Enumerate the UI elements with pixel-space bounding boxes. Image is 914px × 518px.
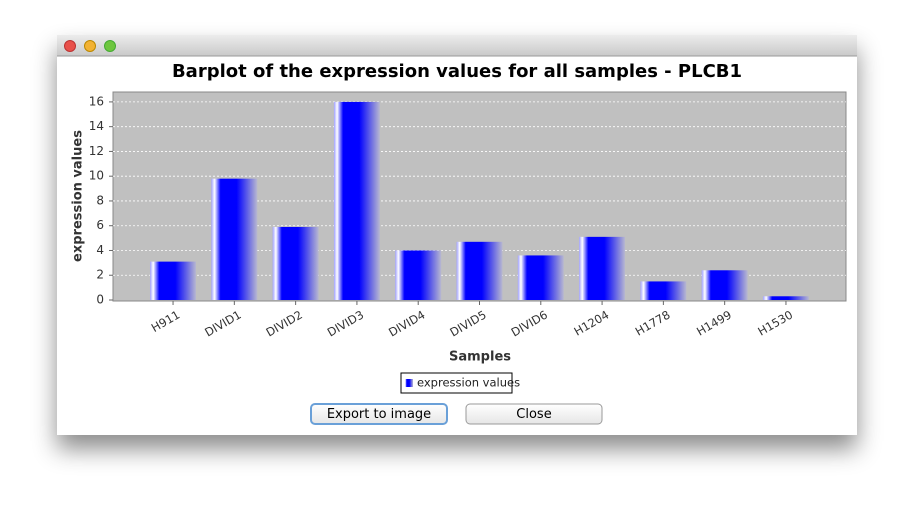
- y-tick-label: 4: [96, 243, 104, 257]
- close-button[interactable]: Close: [465, 403, 603, 425]
- legend-label: expression values: [417, 376, 520, 390]
- bar: [150, 261, 197, 300]
- y-tick-label: 0: [96, 293, 104, 307]
- bar: [211, 178, 258, 300]
- minimize-window[interactable]: [84, 40, 96, 52]
- x-axis-label: Samples: [449, 350, 511, 365]
- y-tick-label: 16: [89, 94, 104, 108]
- bar: [517, 255, 564, 300]
- y-tick-label: 8: [96, 193, 104, 207]
- legend-swatch: [405, 379, 413, 387]
- y-tick-label: 6: [96, 218, 104, 232]
- y-tick-label: 14: [89, 119, 104, 133]
- close-button-label[interactable]: Close: [516, 407, 551, 422]
- y-axis-label: expression values: [71, 130, 86, 262]
- bar: [456, 241, 503, 300]
- bar: [272, 226, 319, 300]
- close-button-frame[interactable]: [465, 403, 603, 425]
- y-tick-label: 2: [96, 268, 104, 282]
- bar: [395, 250, 442, 300]
- title-bar: [57, 35, 857, 56]
- bar: [579, 236, 626, 300]
- y-tick-label: 10: [89, 169, 104, 183]
- bar: [333, 101, 380, 301]
- close-window[interactable]: [64, 40, 76, 52]
- zoom-window[interactable]: [104, 40, 116, 52]
- bar: [701, 270, 748, 300]
- export-button-label[interactable]: Export to image: [327, 407, 431, 422]
- chart-title: Barplot of the expression values for all…: [172, 61, 742, 82]
- export-button[interactable]: Export to image: [310, 403, 448, 425]
- export-button-frame[interactable]: [310, 403, 448, 425]
- bar: [762, 296, 809, 300]
- bar: [640, 281, 687, 300]
- y-tick-label: 12: [89, 144, 104, 158]
- legend: [400, 372, 513, 394]
